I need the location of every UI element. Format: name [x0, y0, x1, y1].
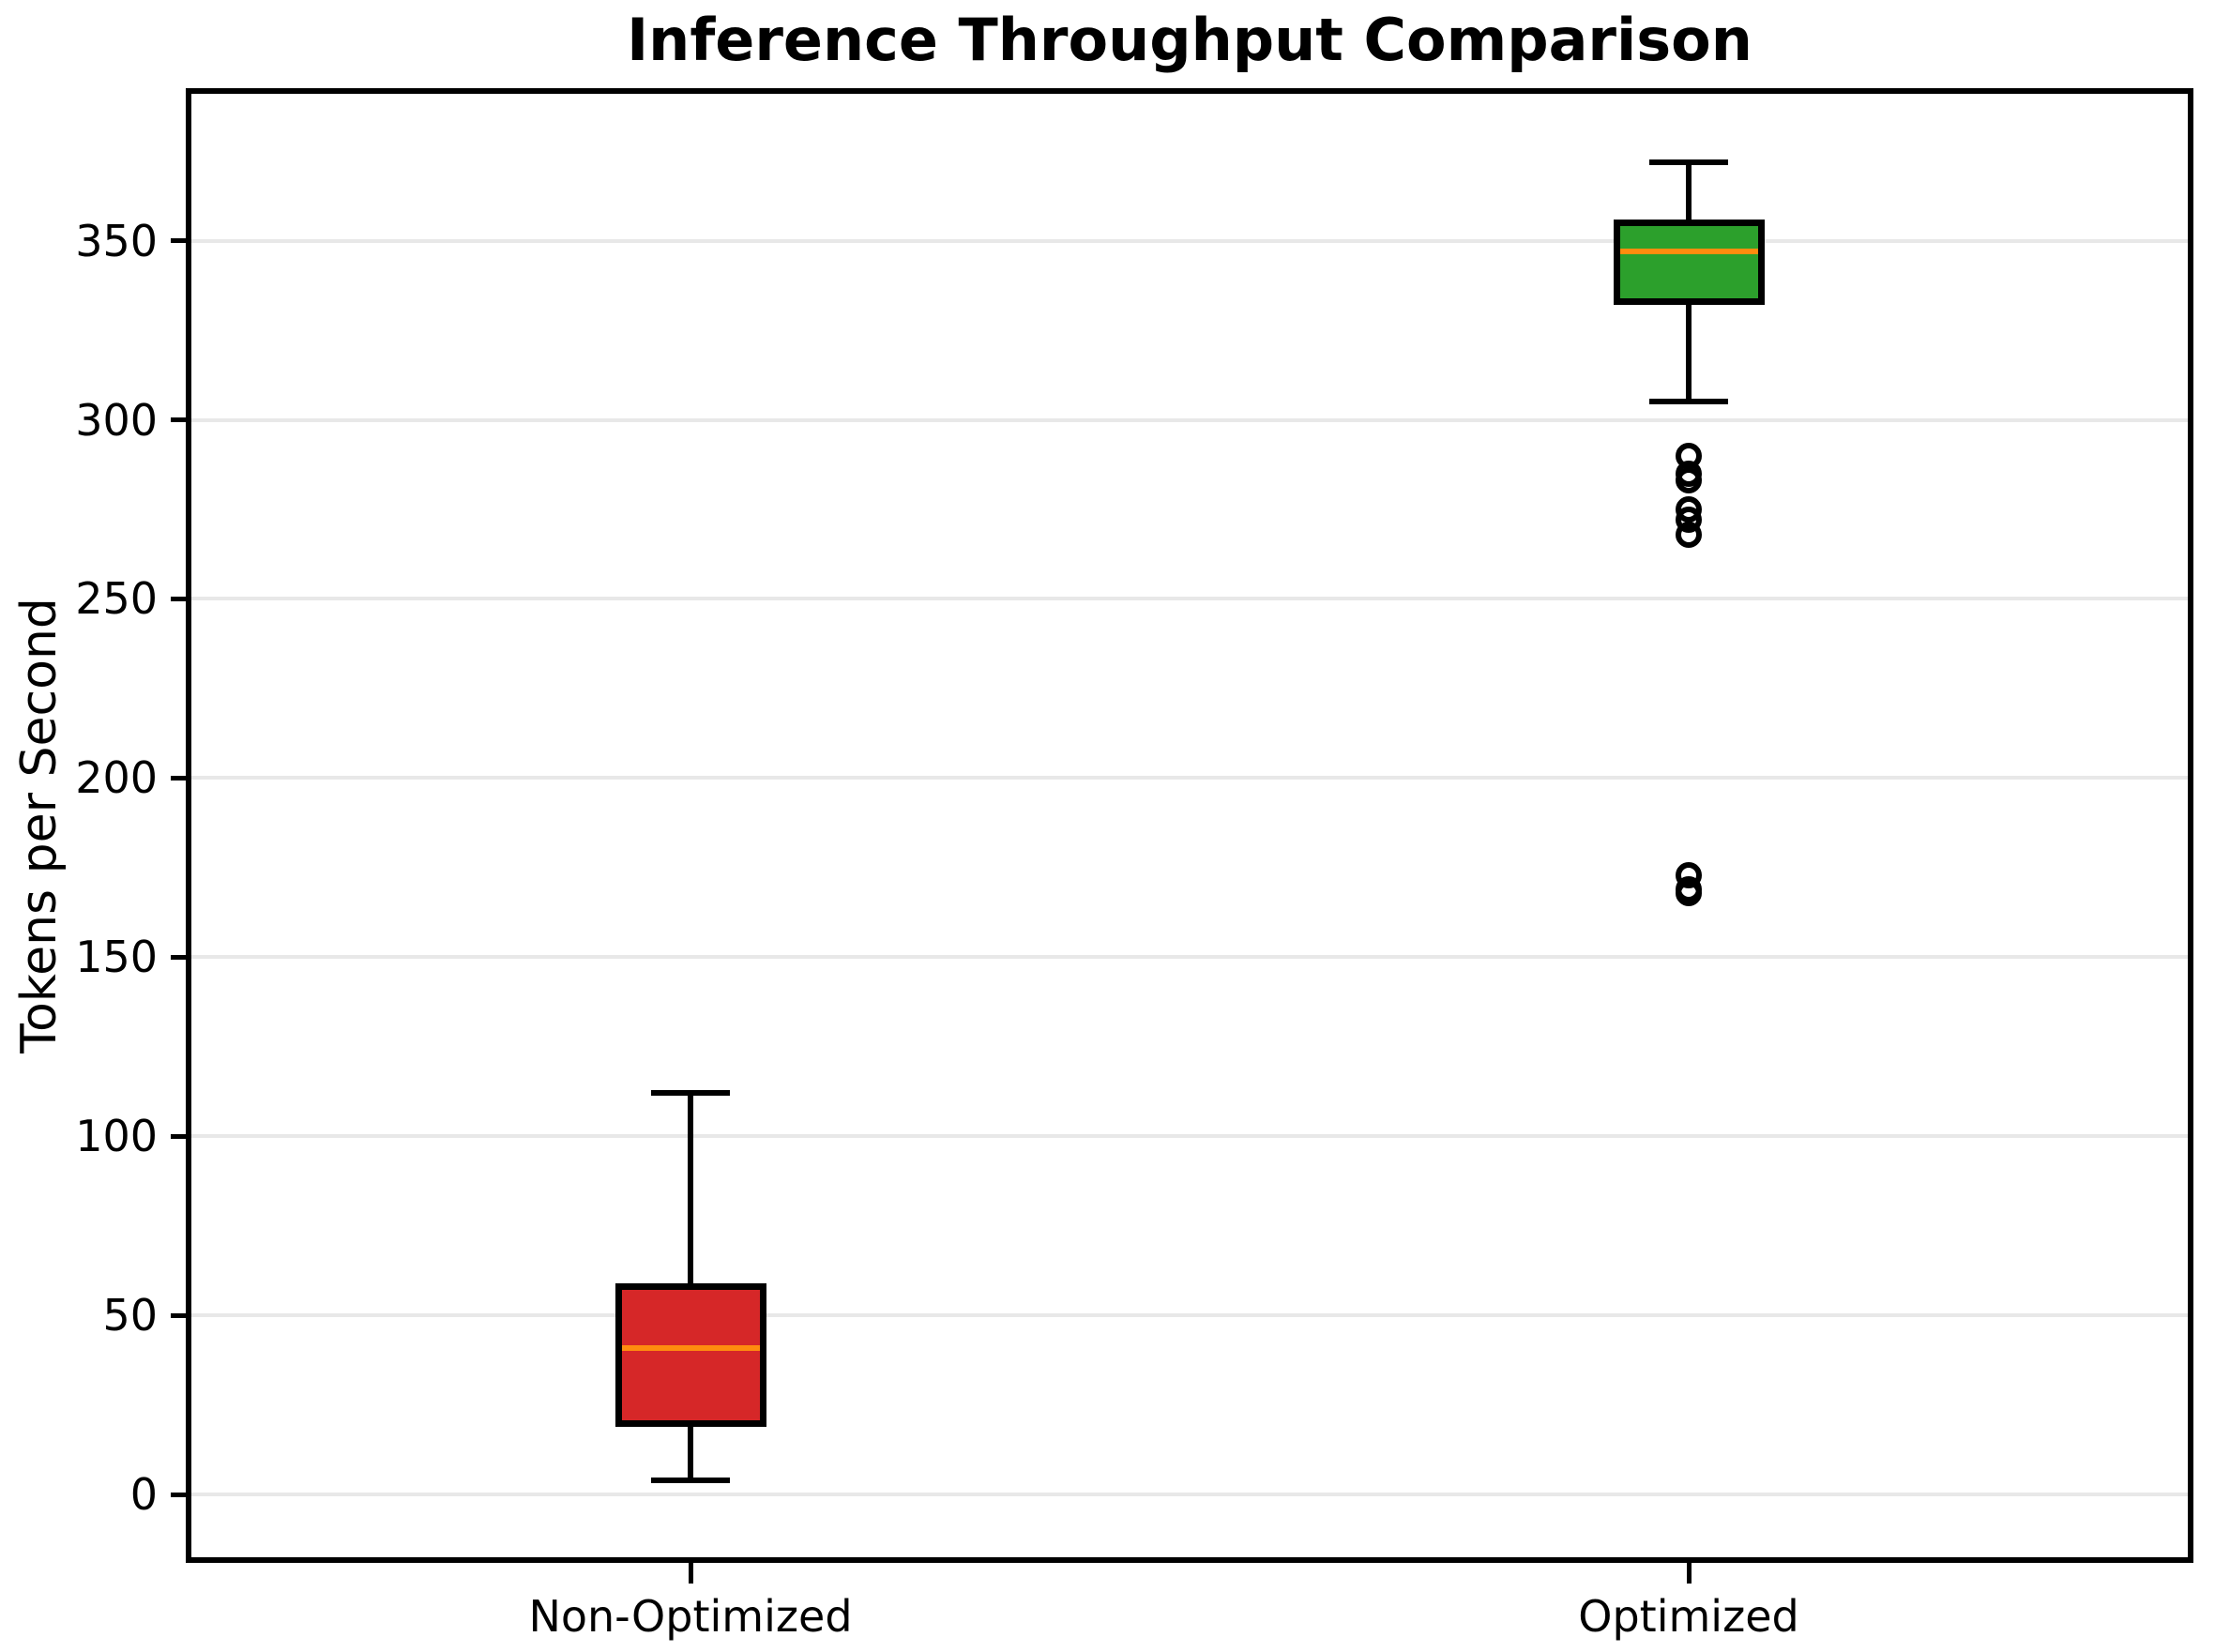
gridline-y-150 [191, 955, 2188, 960]
x-tick-label-optimized: Optimized [1578, 1591, 1799, 1642]
median-non-optimized [621, 1344, 760, 1351]
y-axis-label: Tokens per Second [11, 598, 68, 1053]
y-tick-label-300: 300 [75, 394, 158, 446]
y-tick-250 [171, 596, 191, 601]
outlier-optimized-2 [1676, 467, 1702, 494]
box-optimized [1613, 219, 1765, 306]
y-tick-100 [171, 1133, 191, 1139]
whisker-cap-min-optimized [1649, 399, 1728, 405]
median-optimized [1619, 249, 1758, 255]
whisker-upper-optimized [1686, 161, 1692, 220]
gridline-y-300 [191, 417, 2188, 422]
whisker-lower-optimized [1686, 305, 1692, 402]
gridline-y-0 [191, 1493, 2188, 1497]
x-tick-label-non-optimized: Non-Optimized [528, 1591, 853, 1642]
gridline-y-50 [191, 1313, 2188, 1318]
gridline-y-350 [191, 238, 2188, 243]
x-tick-optimized [1686, 1563, 1692, 1584]
whisker-cap-min-non-optimized [651, 1477, 730, 1483]
y-tick-200 [171, 775, 191, 781]
whisker-upper-non-optimized [688, 1093, 693, 1283]
y-tick-300 [171, 417, 191, 422]
box-non-optimized [614, 1282, 766, 1427]
chart-title: Inference Throughput Comparison [627, 6, 1752, 74]
y-tick-label-150: 150 [75, 932, 158, 983]
gridline-y-250 [191, 597, 2188, 601]
outlier-optimized-5 [1676, 521, 1702, 548]
whisker-lower-non-optimized [688, 1426, 693, 1480]
plot-area [186, 88, 2193, 1563]
y-tick-label-250: 250 [75, 573, 158, 625]
gridline-y-200 [191, 776, 2188, 781]
y-tick-label-0: 0 [129, 1469, 158, 1521]
y-tick-50 [171, 1312, 191, 1318]
y-tick-label-50: 50 [102, 1290, 158, 1341]
whisker-cap-max-non-optimized [651, 1090, 730, 1097]
y-tick-label-350: 350 [75, 215, 158, 266]
y-tick-label-200: 200 [75, 752, 158, 804]
y-tick-150 [171, 954, 191, 960]
y-tick-350 [171, 238, 191, 244]
whisker-cap-max-optimized [1649, 159, 1728, 165]
outlier-optimized-8 [1676, 879, 1702, 906]
y-tick-label-100: 100 [75, 1111, 158, 1162]
gridline-y-100 [191, 1134, 2188, 1139]
y-tick-0 [171, 1492, 191, 1497]
x-tick-non-optimized [688, 1563, 693, 1584]
